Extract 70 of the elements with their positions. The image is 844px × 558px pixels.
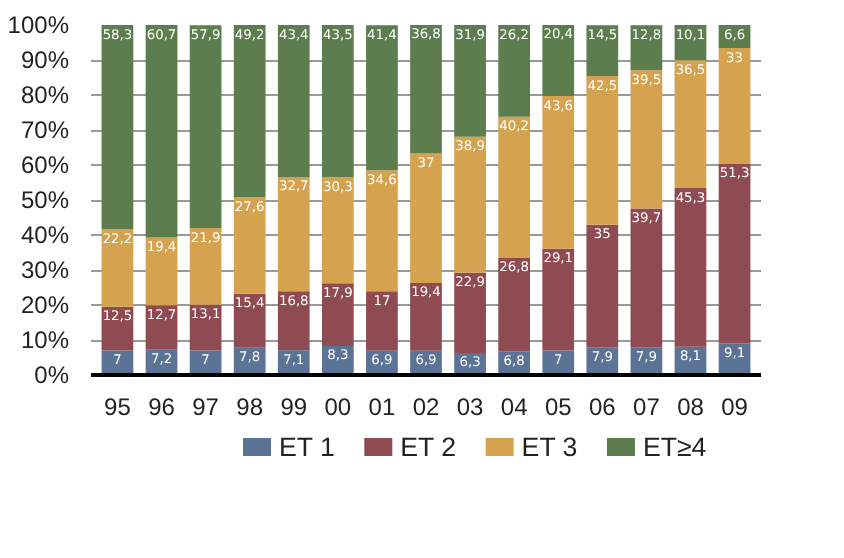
- x-tick-label: 01: [368, 393, 396, 421]
- x-tick-label: 96: [148, 393, 176, 421]
- bar: [321, 25, 354, 178]
- bar: [498, 257, 531, 352]
- y-tick-label: 100%: [7, 11, 70, 39]
- y-tick-label: 20%: [20, 291, 70, 319]
- bar: [145, 305, 178, 350]
- bar: [189, 25, 222, 228]
- bar: [277, 176, 310, 292]
- x-tick-label: 04: [500, 393, 529, 421]
- bar: [233, 293, 266, 348]
- x-tick-label: 05: [544, 393, 573, 421]
- y-tick-label: 10%: [20, 326, 70, 354]
- bar: [498, 25, 531, 117]
- bar: [321, 177, 354, 284]
- bar: [410, 153, 442, 283]
- y-tick-label: 90%: [20, 46, 70, 74]
- bar: [586, 76, 619, 225]
- bar: [674, 60, 707, 189]
- bar: [101, 25, 134, 230]
- bar: [410, 25, 442, 154]
- x-tick-label: 06: [588, 393, 617, 421]
- y-tick-label: 40%: [20, 221, 70, 249]
- bar: [454, 272, 486, 353]
- x-tick-label: 00: [324, 393, 352, 421]
- bar: [542, 25, 575, 97]
- bar: [542, 96, 575, 249]
- bar: [233, 197, 266, 294]
- x-tick-label: 09: [721, 393, 749, 421]
- x-tick-label: 99: [280, 393, 308, 421]
- bar: [277, 25, 310, 177]
- bar: [718, 163, 751, 344]
- bar: [277, 291, 310, 351]
- x-tick-label: 02: [412, 393, 440, 421]
- bar: [145, 237, 178, 306]
- y-tick-label: 70%: [20, 116, 70, 144]
- bar: [542, 248, 575, 351]
- legend-label: ET 2: [400, 432, 457, 462]
- x-tick-label: 95: [104, 393, 132, 421]
- bar: [366, 291, 398, 351]
- bar: [233, 25, 266, 198]
- bar: [366, 170, 398, 292]
- bar: [321, 283, 354, 346]
- bar: [498, 116, 531, 258]
- legend-label: ET 1: [279, 432, 335, 462]
- bar: [586, 25, 619, 77]
- bar: [630, 208, 663, 348]
- bar: [410, 282, 442, 351]
- bar: [454, 136, 486, 273]
- bar: [586, 224, 619, 348]
- x-tick-label: 08: [677, 393, 705, 421]
- bar: [718, 48, 751, 164]
- bar: [101, 229, 134, 307]
- bar: [189, 228, 222, 305]
- bar: [145, 25, 178, 238]
- y-tick-label: 60%: [20, 151, 70, 179]
- x-tick-label: 07: [633, 393, 661, 421]
- x-tick-label: 98: [236, 393, 264, 421]
- bar: [366, 25, 398, 171]
- x-tick-label: 97: [192, 393, 220, 421]
- bar: [454, 25, 486, 137]
- legend-label: ET≥4: [642, 432, 708, 462]
- y-tick-label: 30%: [20, 256, 70, 284]
- y-tick-label: 80%: [20, 81, 70, 109]
- x-tick-label: 03: [456, 393, 485, 421]
- y-tick-label: 0%: [34, 361, 70, 389]
- legend-label: ET 3: [521, 432, 578, 462]
- bar: [674, 188, 707, 347]
- bar: [630, 70, 663, 209]
- y-tick-label: 50%: [20, 186, 70, 214]
